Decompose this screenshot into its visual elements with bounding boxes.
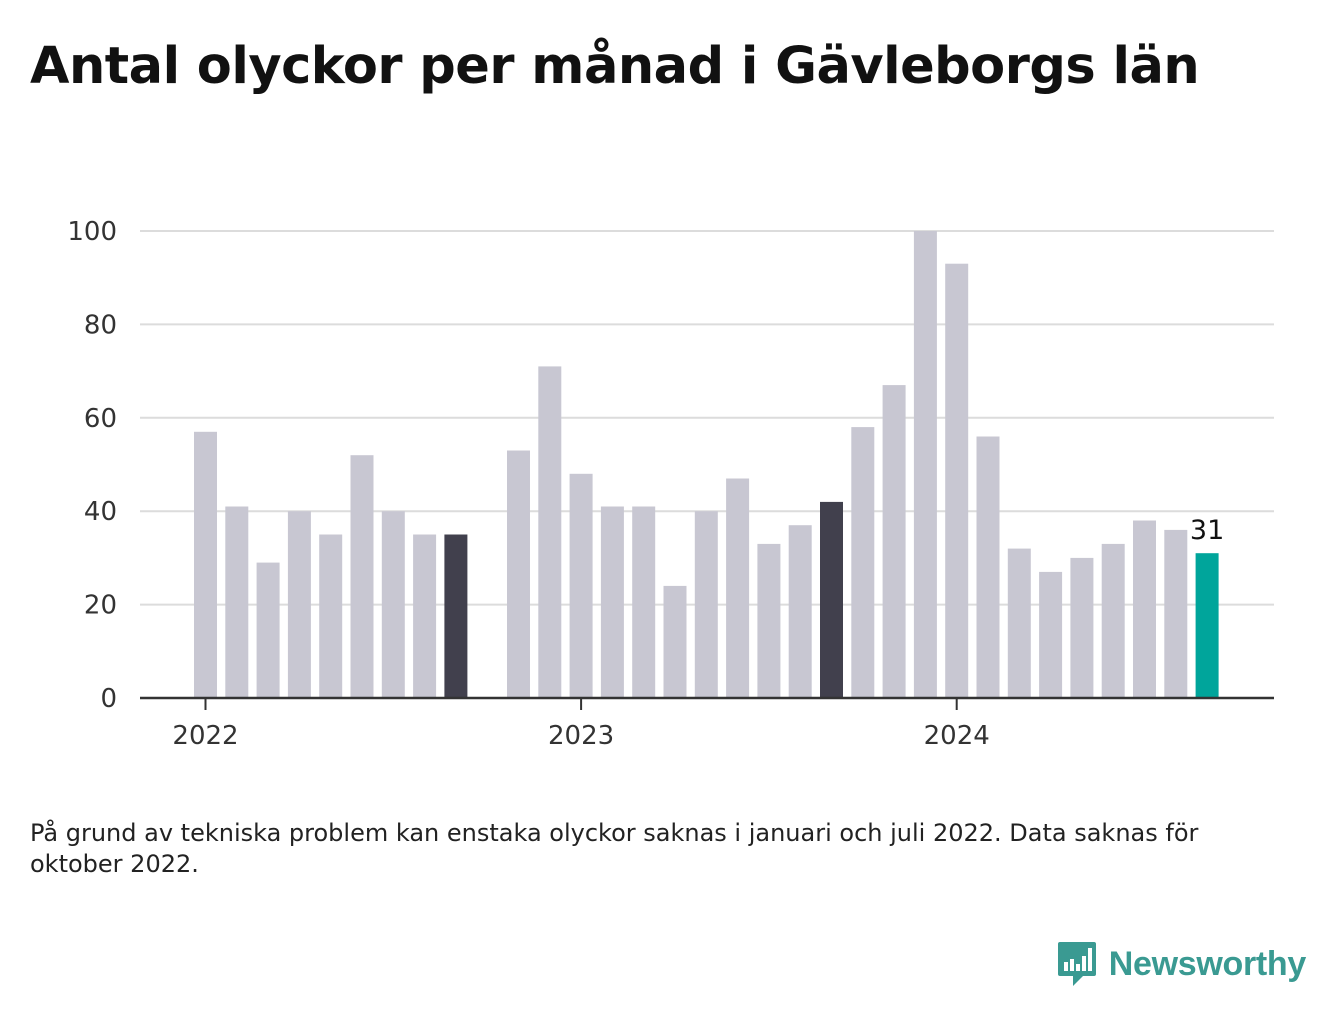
labels: 0 20 40 60 80 100 2022 2023 2024 31 bbox=[67, 217, 1224, 751]
bar-2022-08 bbox=[413, 534, 437, 698]
page-title: Antal olyckor per månad i Gävleborgs län bbox=[30, 37, 1200, 96]
bar-2022-03 bbox=[256, 562, 280, 698]
bar-2023-11 bbox=[882, 385, 906, 698]
x-tick-label: 2024 bbox=[924, 721, 990, 751]
y-tick-label: 80 bbox=[84, 310, 117, 340]
data-label: 31 bbox=[1190, 515, 1224, 546]
bar-2022-07 bbox=[381, 511, 405, 698]
newsworthy-logo-icon bbox=[1057, 940, 1097, 988]
bar-2023-03 bbox=[632, 506, 656, 698]
bar-2022-09 bbox=[444, 534, 468, 698]
y-tick-label: 20 bbox=[84, 591, 117, 621]
axes bbox=[140, 696, 1274, 710]
bar-2024-01 bbox=[945, 263, 969, 698]
bar-2023-06 bbox=[726, 478, 750, 698]
x-tick-label: 2023 bbox=[548, 721, 614, 751]
bar-2023-09 bbox=[820, 501, 843, 698]
bar-2023-07 bbox=[757, 543, 781, 698]
bar-2023-04 bbox=[663, 585, 687, 698]
footnote: På grund av tekniska problem kan enstaka… bbox=[30, 819, 1199, 878]
bar-2022-05 bbox=[319, 534, 343, 698]
bar-2022-01 bbox=[194, 431, 217, 698]
bar-2022-02 bbox=[225, 506, 249, 698]
y-tick-label: 100 bbox=[67, 217, 117, 247]
bar-2024-05 bbox=[1070, 557, 1094, 698]
bar-2024-03 bbox=[1007, 548, 1031, 698]
bar-2024-02 bbox=[976, 436, 1000, 698]
bar-2022-06 bbox=[350, 455, 374, 698]
bar-2022-12 bbox=[538, 366, 562, 698]
bar-chart: 0 20 40 60 80 100 2022 2023 2024 31 bbox=[67, 217, 1274, 751]
bar-2023-10 bbox=[851, 427, 875, 698]
bar-2023-02 bbox=[600, 506, 624, 698]
y-tick-label: 60 bbox=[84, 404, 117, 434]
bar-2023-01 bbox=[569, 473, 593, 698]
brand-logo[interactable]: Newsworthy bbox=[1057, 940, 1306, 988]
bars bbox=[194, 231, 1219, 698]
bar-2024-04 bbox=[1039, 571, 1063, 698]
bar-2024-06 bbox=[1101, 543, 1125, 698]
bar-2024-08 bbox=[1164, 529, 1188, 698]
brand-name: Newsworthy bbox=[1108, 944, 1307, 983]
bar-2022-11 bbox=[507, 450, 530, 698]
y-tick-label: 0 bbox=[100, 684, 117, 714]
bar-2023-05 bbox=[694, 511, 718, 698]
bar-2023-12 bbox=[913, 231, 937, 698]
bar-2024-09 bbox=[1195, 553, 1219, 698]
y-tick-label: 40 bbox=[84, 497, 117, 527]
bar-2024-07 bbox=[1133, 520, 1156, 698]
bar-2022-04 bbox=[287, 511, 311, 698]
x-tick-label: 2022 bbox=[172, 721, 238, 751]
bar-2023-08 bbox=[788, 525, 812, 698]
